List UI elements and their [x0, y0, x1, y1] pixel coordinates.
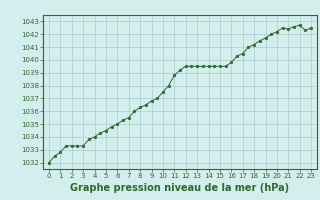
X-axis label: Graphe pression niveau de la mer (hPa): Graphe pression niveau de la mer (hPa) — [70, 183, 290, 193]
